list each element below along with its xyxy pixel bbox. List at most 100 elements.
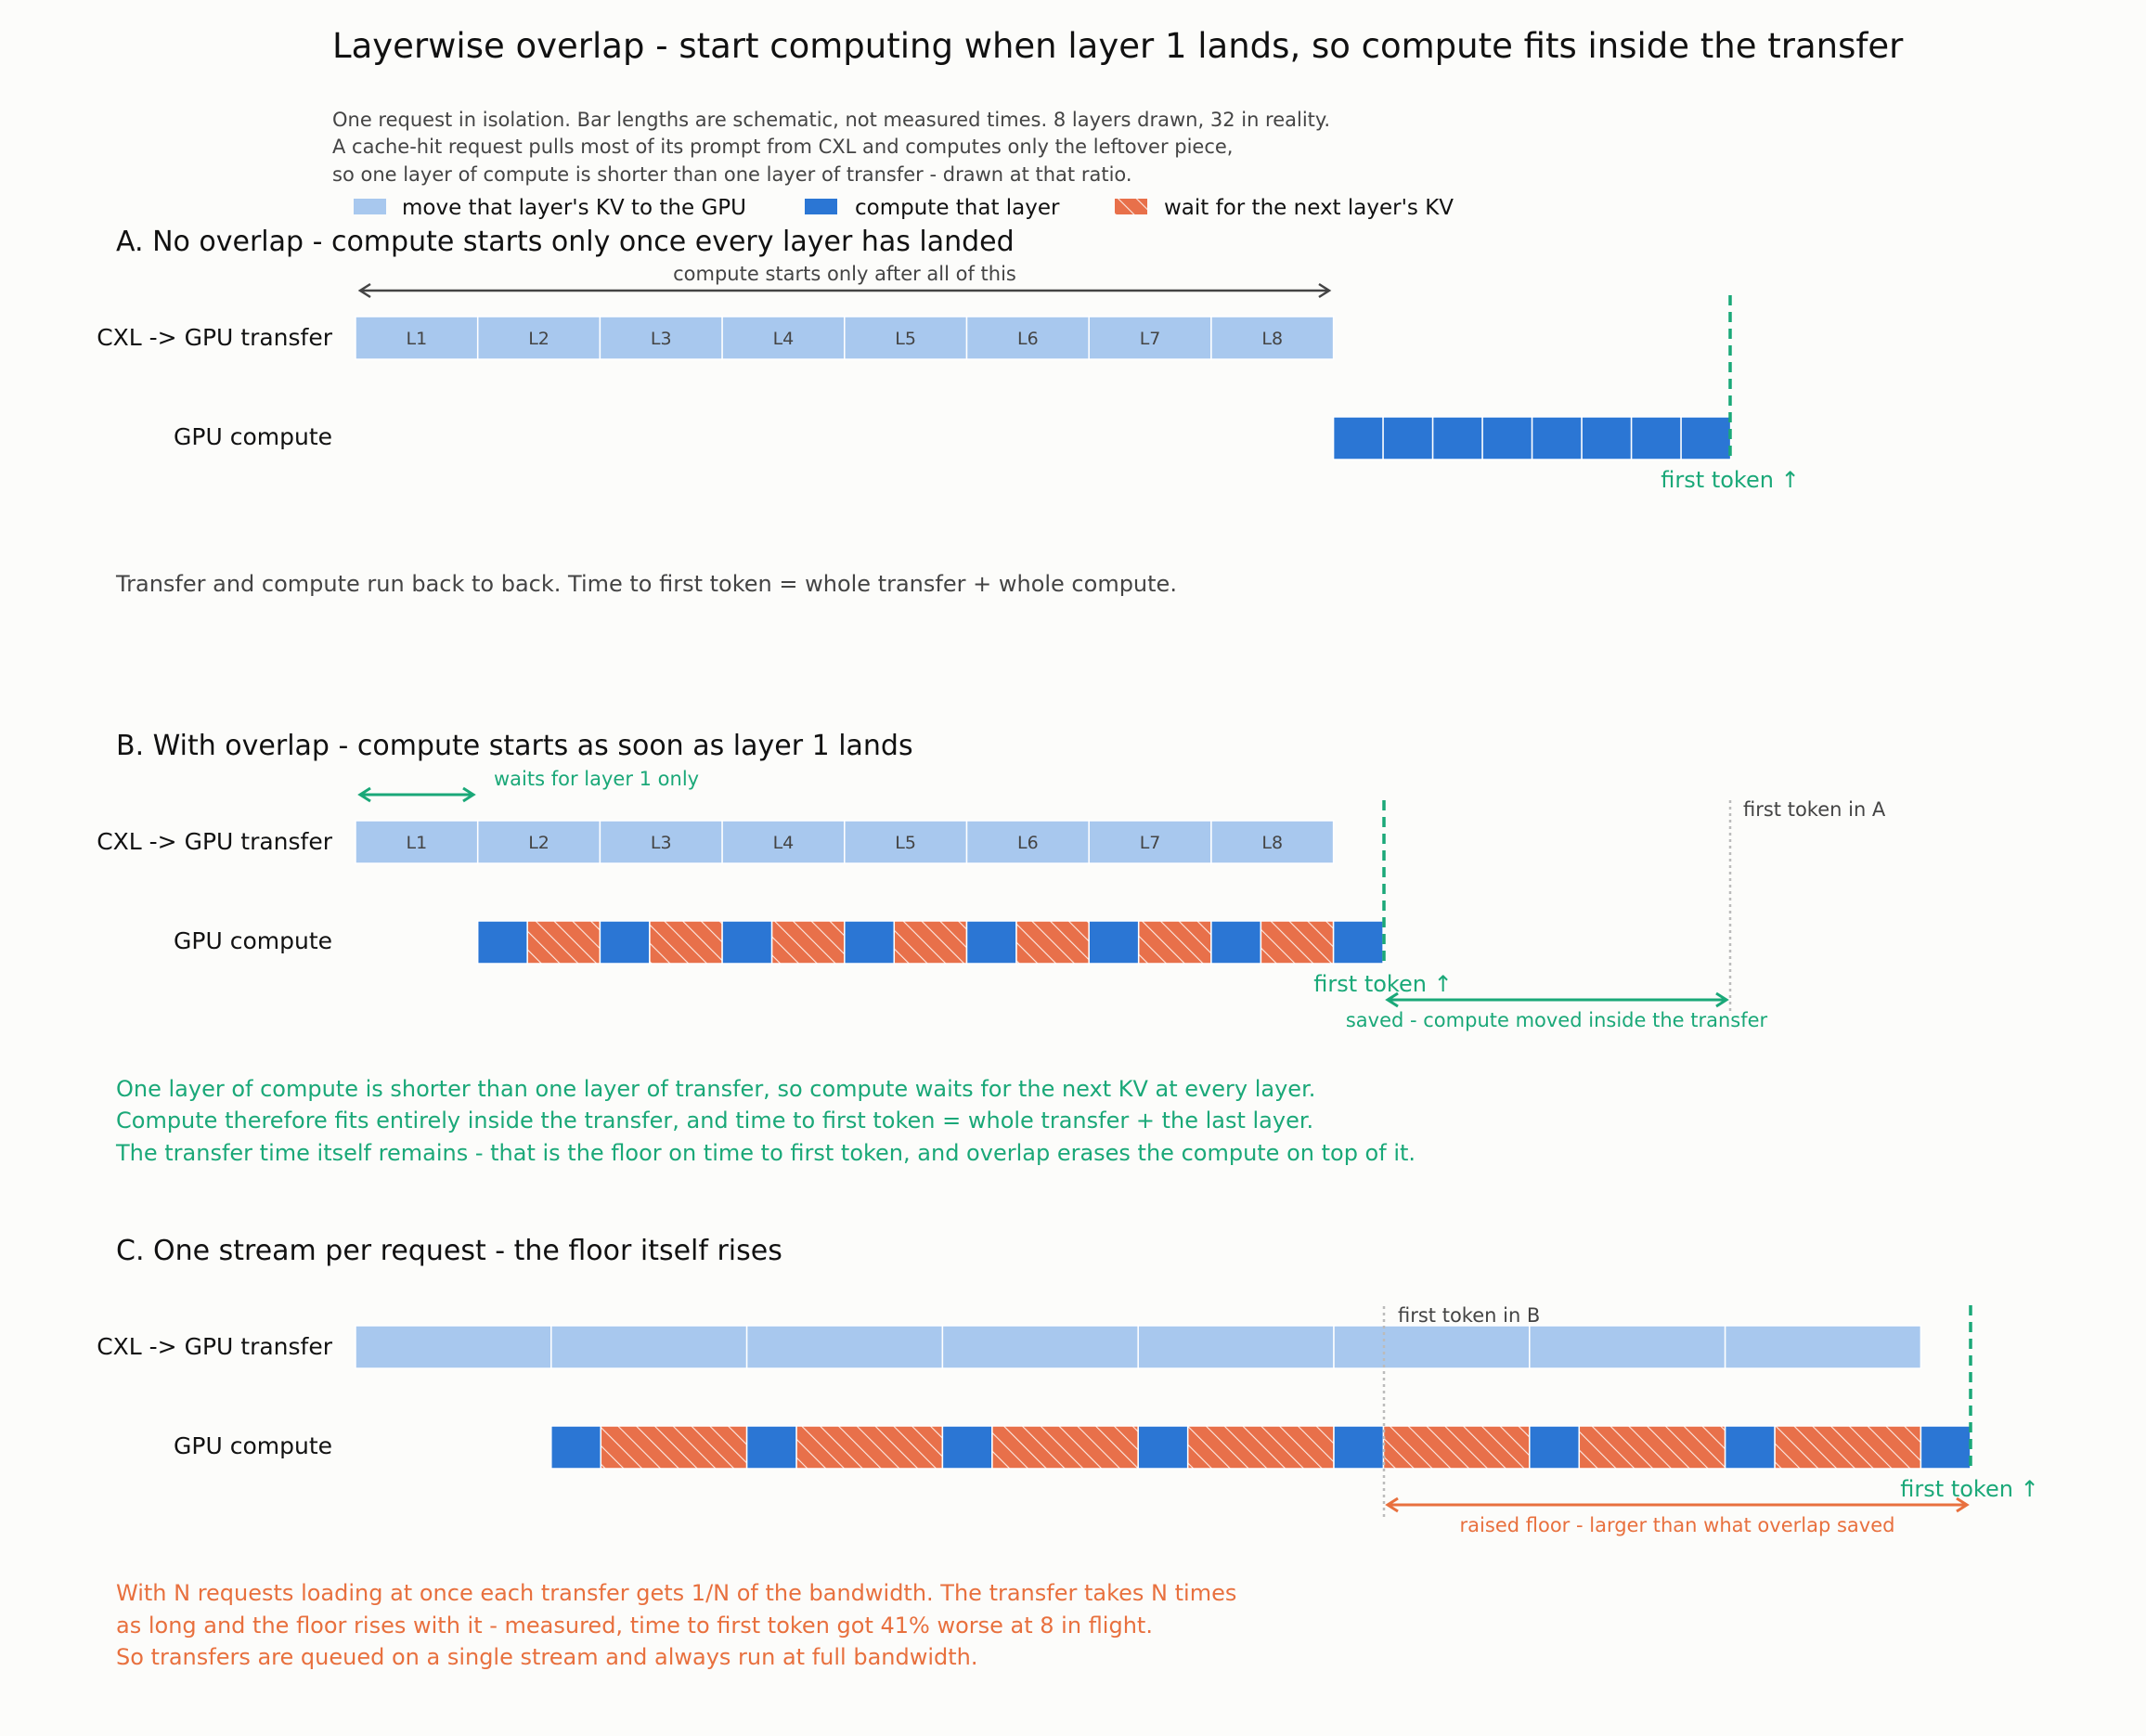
panel-b-transfer-bars: L1 L2 L3 L4 L5 L6 L7 L8 [355,820,1335,864]
panel-b-transfer-row-label: CXL -> GPU transfer [97,828,333,855]
panel-c-heading: C. One stream per request - the floor it… [116,1235,782,1267]
wait-segment [1260,920,1335,965]
panel-b-compute-bars [476,920,1384,965]
legend: move that layer's KV to the GPU compute … [354,196,1454,220]
wait-segment [1774,1425,1922,1470]
transfer-layer-bar [941,1325,1139,1369]
legend-compute-swatch [805,199,837,214]
transfer-layer-bar [355,1325,552,1369]
transfer-layer-bar [1210,820,1335,864]
panel-a-span-label: compute starts only after all of this [673,263,1016,285]
compute-layer-bar [721,920,773,965]
wait-segment [1186,1425,1335,1470]
subtitle-line-1: One request in isolation. Bar lengths ar… [332,109,1330,131]
compute-layer-bar [1920,1425,1971,1470]
wait-segment [1015,920,1090,965]
transfer-layer-label: L8 [1261,329,1283,349]
panel-b-heading: B. With overlap - compute starts as soon… [116,730,913,762]
legend-compute-label: compute that layer [855,196,1060,220]
legend-wait-swatch [1115,199,1147,214]
compute-layer-bar [965,920,1017,965]
compute-layer-bar [1333,1425,1385,1470]
panel-b-saved-label: saved - compute moved inside the transfe… [1346,1009,1768,1031]
compute-layer-bar [599,920,651,965]
panel-a-heading: A. No overlap - compute starts only once… [116,226,1015,258]
panel-a-transfer-row-label: CXL -> GPU transfer [97,324,333,351]
panel-a: A. No overlap - compute starts only once… [97,226,1799,597]
transfer-layer-bar [1333,1325,1531,1369]
compute-layer-bar [844,920,896,965]
transfer-layer-label: L3 [651,329,672,349]
transfer-layer-bar [599,316,723,360]
panel-c-caption-line-1: With N requests loading at once each tra… [116,1580,1236,1606]
transfer-layer-label: L7 [1140,329,1161,349]
panel-c-ref-label: first token in B [1398,1304,1540,1327]
transfer-layer-label: L2 [528,329,549,349]
panel-a-span-arrow [357,282,1332,299]
wait-segment [1137,920,1212,965]
panel-c-caption-line-3: So transfers are queued on a single stre… [116,1644,978,1670]
subtitle-line-3: so one layer of compute is shorter than … [332,163,1132,186]
wait-segment [893,920,968,965]
transfer-layer-bar [965,820,1090,864]
compute-layer-bar [1724,1425,1776,1470]
transfer-layer-label: L5 [895,329,916,349]
compute-layer-bar [1630,416,1682,460]
transfer-layer-label: L6 [1017,329,1039,349]
panel-c-transfer-bars [355,1325,1922,1369]
wait-segment [600,1425,748,1470]
transfer-layer-label: L3 [651,833,672,853]
wait-segment [526,920,601,965]
panel-a-first-token-label: first token ↑ [1661,467,1799,493]
transfer-layer-label: L8 [1261,833,1283,853]
compute-layer-bar [1137,1425,1189,1470]
panel-c-caption-line-2: as long and the floor rises with it - me… [116,1613,1153,1639]
panel-b-ref-label: first token in A [1743,798,1886,821]
panel-b: B. With overlap - compute starts as soon… [97,730,1886,1166]
transfer-layer-bar [745,1325,944,1369]
transfer-layer-bar [476,316,601,360]
legend-transfer-label: move that layer's KV to the GPU [402,196,746,220]
panel-a-caption-line-1: Transfer and compute run back to back. T… [115,571,1177,597]
compute-layer-bar [1529,1425,1581,1470]
panel-c-transfer-row-label: CXL -> GPU transfer [97,1333,333,1360]
panel-c: C. One stream per request - the floor it… [97,1235,2038,1670]
panel-a-compute-row-label: GPU compute [174,423,332,450]
compute-layer-bar [941,1425,993,1470]
panel-b-first-token-label: first token ↑ [1313,971,1452,997]
panel-b-caption-line-1: One layer of compute is shorter than one… [116,1076,1315,1102]
transfer-layer-bar [721,820,846,864]
panel-a-transfer-bars: L1 L2 L3 L4 L5 L6 L7 L8 [355,316,1335,360]
wait-segment [795,1425,944,1470]
compute-layer-bar [1210,920,1262,965]
compute-layer-bar [1332,920,1384,965]
legend-wait-label: wait for the next layer's KV [1164,196,1454,220]
compute-layer-bar [1531,416,1583,460]
transfer-layer-bar [844,820,968,864]
wait-segment [991,1425,1139,1470]
transfer-layer-bar [1088,820,1212,864]
panel-a-compute-bars [1332,416,1732,460]
wait-segment [649,920,723,965]
panel-c-compute-row-label: GPU compute [174,1432,332,1459]
panel-c-compute-bars [550,1425,1971,1470]
transfer-layer-bar [965,316,1090,360]
panel-b-caption-line-2: Compute therefore fits entirely inside t… [116,1108,1313,1134]
transfer-layer-bar [599,820,723,864]
panel-b-compute-row-label: GPU compute [174,927,332,954]
panel-c-raised-arrow [1385,1496,1970,1513]
panel-b-wait-arrow [357,786,476,803]
transfer-layer-label: L7 [1140,833,1161,853]
transfer-layer-bar [355,820,479,864]
transfer-layer-bar [1210,316,1335,360]
diagram-title: Layerwise overlap - start computing when… [332,26,1904,66]
panel-c-raised-label: raised floor - larger than what overlap … [1460,1514,1895,1536]
transfer-layer-label: L1 [407,329,428,349]
compute-layer-bar [1332,416,1384,460]
compute-layer-bar [1431,416,1483,460]
panel-b-caption-line-3: The transfer time itself remains - that … [115,1140,1416,1166]
legend-transfer-swatch [354,199,386,214]
compute-layer-bar [1680,416,1732,460]
subtitle-line-2: A cache-hit request pulls most of its pr… [332,136,1233,158]
